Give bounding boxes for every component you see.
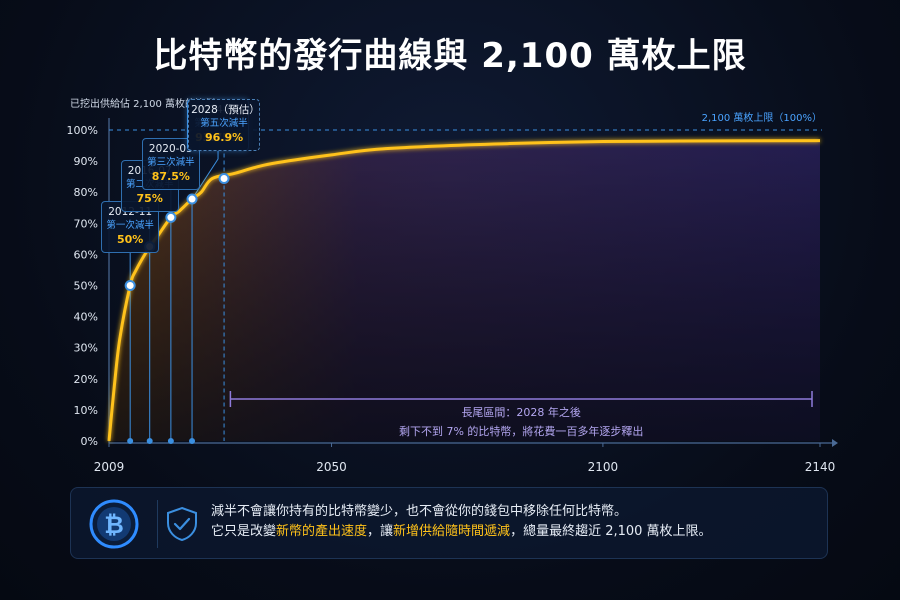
halving-label: 第三次減半 — [147, 157, 195, 168]
info-highlight-rate: 新幣的產出速度 — [276, 524, 368, 539]
halving-pct: 96.9% — [204, 131, 244, 144]
x-tick-label: 2100 — [588, 460, 619, 474]
halving-point[interactable] — [124, 280, 136, 291]
panel-divider — [157, 500, 158, 548]
halving-date: 2020-05 — [148, 143, 193, 155]
y-tick-label: 60% — [74, 248, 98, 261]
x-tick-label: 2050 — [316, 460, 347, 474]
y-tick-label: 50% — [74, 280, 98, 293]
y-tick-label: 80% — [74, 186, 98, 199]
y-tick-label: 100% — [67, 124, 98, 137]
x-tick-label: 2140 — [805, 460, 836, 474]
y-tick-label: 10% — [74, 404, 98, 417]
halving-point[interactable] — [186, 193, 198, 205]
supply-curve-line — [107, 139, 821, 442]
curve-area-fade — [109, 140, 820, 441]
info-line-1: 減半不會讓你持有的比特幣變少，也不會從你的錢包中移除任何比特幣。 — [211, 504, 628, 519]
cap-label: 2,100 萬枚上限（100%） — [702, 111, 822, 124]
info-line-2-e: ，總量最終趨近 2,100 萬枚上限。 — [510, 524, 712, 539]
halving-label: 第五次減半 — [200, 118, 248, 129]
halving-pct: 50% — [116, 233, 144, 246]
page-title: 比特幣的發行曲線與 2,100 萬枚上限 — [153, 36, 747, 76]
svg-text:₿: ₿ — [104, 511, 124, 539]
halving-connector — [191, 151, 219, 200]
info-text: 減半不會讓你持有的比特幣變少，也不會從你的錢包中移除任何比特幣。 它只是改變新幣… — [211, 502, 712, 542]
halving-label: 第一次減半 — [106, 220, 154, 231]
x-tick-label: 2009 — [94, 460, 125, 474]
y-tick-label: 0% — [81, 435, 98, 448]
halving-axis-dot — [167, 438, 174, 444]
y-tick-label: 70% — [74, 217, 98, 230]
info-line-2-a: 它只是改變 — [211, 524, 277, 539]
y-tick-label: 30% — [74, 342, 98, 355]
info-line-2-c: ，讓 — [367, 524, 394, 539]
bitcoin-icon: ₿ — [89, 499, 139, 549]
halving-point[interactable] — [218, 173, 230, 185]
x-axis-arrow — [832, 439, 838, 447]
halving-axis-dot — [146, 438, 153, 444]
info-line-2: 它只是改變新幣的產出速度，讓新增供給隨時間遞減，總量最終趨近 2,100 萬枚上… — [211, 522, 712, 542]
halving-pct: 75% — [136, 192, 163, 205]
halving-axis-dot — [189, 438, 196, 444]
shield-check-icon — [167, 506, 197, 542]
y-tick-label: 20% — [74, 373, 98, 386]
y-axis-label: 已挖出供給佔 2,100 萬枚的比例 — [70, 97, 215, 110]
halving-callout: 2028（預估） 第五次減半 96.9% — [188, 99, 261, 151]
long-tail-title: 長尾區間：2028 年之後 — [461, 405, 581, 419]
halving-point[interactable] — [165, 211, 177, 223]
halving-date: 2028（預估） — [191, 104, 260, 116]
halving-pct: 87.5% — [151, 170, 190, 183]
info-highlight-decline: 新增供給隨時間遞減 — [393, 524, 511, 539]
y-tick-label: 40% — [74, 311, 98, 324]
halving-axis-dot — [127, 438, 134, 444]
y-tick-label: 90% — [74, 155, 98, 168]
info-panel: ₿ 減半不會讓你持有的比特幣變少，也不會從你的錢包中移除任何比特幣。 它只是改變… — [70, 487, 828, 559]
issuance-chart: 已挖出供給佔 2,100 萬枚的比例 2,100 萬枚上限（100%） 100%… — [67, 97, 838, 474]
long-tail-desc: 剩下不到 7% 的比特幣，將花費一百多年逐步釋出 — [399, 424, 643, 438]
